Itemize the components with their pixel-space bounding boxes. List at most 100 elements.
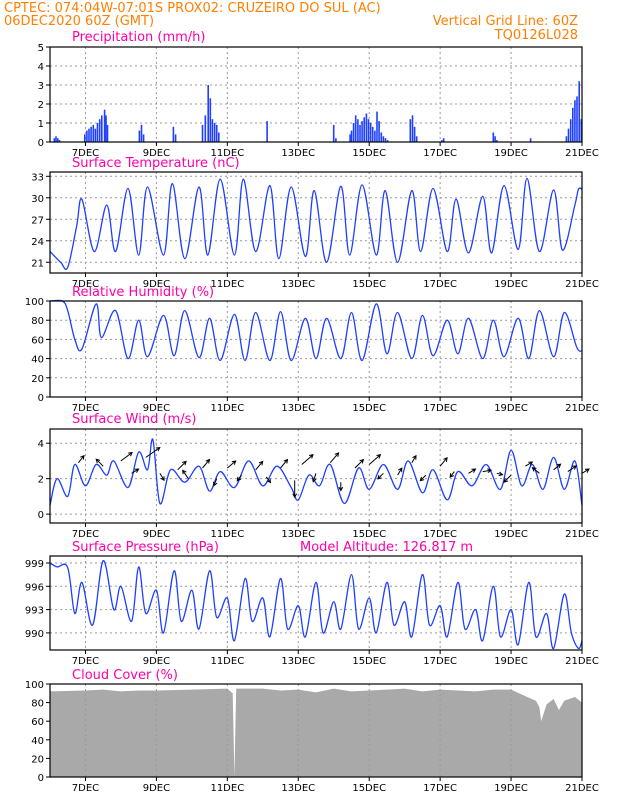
humidity-series-line — [49, 299, 583, 362]
precipitation-bar — [266, 121, 268, 142]
wind-x-tick-label: 19DEC — [494, 529, 528, 540]
header-grid-note: Vertical Grid Line: 60Z — [433, 14, 578, 29]
humidity-y-tick-label: 100 — [25, 297, 44, 308]
header-model-code: TQ0126L028 — [494, 28, 578, 43]
precipitation-y-tick-label: 2 — [38, 100, 44, 111]
wind-vector-arrow — [531, 467, 540, 474]
precipitation-title: Precipitation (mm/h) — [72, 30, 205, 45]
precipitation-bar — [94, 128, 97, 142]
humidity-y-tick-label: 60 — [31, 335, 44, 346]
precipitation-bar — [98, 119, 101, 142]
precipitation-x-tick-label: 17DEC — [423, 148, 457, 159]
wind-vector-arrow — [419, 474, 427, 482]
wind-x-tick-label: 13DEC — [281, 529, 315, 540]
pressure-y-tick-label: 999 — [25, 559, 44, 570]
precipitation-bar — [367, 119, 370, 142]
wind-vector-arrow — [581, 468, 590, 474]
humidity-y-tick-label: 80 — [31, 316, 44, 327]
precipitation-x-tick-label: 11DEC — [210, 148, 244, 159]
temperature-y-tick-label: 24 — [31, 237, 44, 248]
precipitation-bar — [569, 119, 572, 142]
precipitation-x-tick-label: 19DEC — [494, 148, 528, 159]
wind-vector-arrow — [131, 468, 140, 474]
precipitation-bar — [58, 140, 61, 142]
wind-vector-arrow — [503, 474, 512, 483]
precipitation-bar — [494, 136, 496, 142]
precipitation-bar — [365, 113, 368, 142]
model-altitude-label: Model Altitude: 126.817 m — [300, 540, 473, 555]
wind-title: Surface Wind (m/s) — [72, 412, 196, 427]
wind-vector-arrow — [182, 469, 189, 479]
humidity-x-tick-label: 7DEC — [72, 403, 99, 414]
precipitation-bar — [384, 138, 387, 142]
precipitation-y-tick-label: 0 — [38, 138, 44, 149]
precipitation-bar — [211, 119, 214, 142]
humidity-x-tick-label: 15DEC — [352, 403, 386, 414]
wind-vector-arrow — [377, 472, 384, 480]
humidity-plot-frame — [49, 300, 583, 398]
cloud-cover-x-tick-label: 9DEC — [143, 783, 170, 794]
temperature-y-tick-label: 27 — [31, 215, 44, 226]
wind-vector-arrow — [567, 465, 578, 473]
humidity-x-tick-label: 17DEC — [423, 403, 457, 414]
precipitation-bar — [105, 115, 107, 142]
precipitation-panel: 0 1 2 3 4 5 7DEC 9DEC 11DEC 13DEC 15DEC 17DEC 19DEC 2… — [38, 30, 599, 159]
cloud-cover-x-tick-label: 7DEC — [72, 783, 99, 794]
precipitation-bar — [565, 136, 568, 142]
wind-vector-arrow — [449, 471, 455, 479]
precipitation-bar — [572, 107, 574, 142]
humidity-x-tick-label: 19DEC — [494, 403, 528, 414]
humidity-y-tick-label: 0 — [38, 393, 44, 404]
humidity-x-tick-label: 9DEC — [143, 403, 170, 414]
precipitation-bar — [578, 81, 580, 142]
precipitation-bar — [174, 134, 177, 142]
pressure-x-tick-label: 17DEC — [423, 656, 457, 667]
precipitation-bar — [369, 123, 372, 142]
precipitation-y-tick-label: 4 — [38, 62, 44, 73]
wind-x-tick-label: 9DEC — [143, 529, 170, 540]
cloud-cover-x-tick-label: 21DEC — [565, 783, 599, 794]
precipitation-bar — [106, 124, 109, 142]
pressure-y-tick-label: 993 — [25, 606, 44, 617]
temperature-series-line — [49, 177, 583, 271]
wind-vector-arrow — [411, 454, 417, 463]
temperature-plot-frame — [49, 171, 583, 274]
wind-y-tick-label: 2 — [38, 475, 44, 486]
temperature-x-tick-label: 17DEC — [423, 279, 457, 290]
temperature-x-tick-label: 7DEC — [72, 279, 99, 290]
cloud-cover-x-tick-label: 17DEC — [423, 783, 457, 794]
precipitation-bar — [201, 124, 204, 142]
cloud-cover-area — [50, 688, 582, 777]
humidity-plot-area — [50, 301, 582, 397]
cloud-cover-y-tick-label: 60 — [31, 717, 44, 728]
wind-y-tick-label: 0 — [38, 510, 44, 521]
pressure-plot-area — [50, 556, 582, 650]
header-init-time: 06DEC2020 60Z (GMT) — [4, 14, 154, 29]
pressure-x-tick-label: 13DEC — [281, 656, 315, 667]
precipitation-bar — [386, 140, 389, 142]
precipitation-bar — [101, 115, 103, 142]
cloud-cover-y-tick-label: 0 — [38, 773, 44, 784]
temperature-y-tick-label: 30 — [31, 194, 44, 205]
wind-vector-arrow — [338, 482, 344, 492]
precipitation-bar — [574, 100, 576, 142]
precipitation-bar — [86, 130, 88, 142]
wind-vector-arrow — [280, 458, 289, 469]
precipitation-y-tick-label: 5 — [38, 43, 44, 54]
wind-x-tick-label: 11DEC — [210, 529, 244, 540]
precipitation-bar — [138, 130, 141, 142]
wind-vector-arrow — [301, 454, 314, 465]
wind-vector-arrow — [368, 454, 382, 465]
precipitation-y-tick-label: 3 — [38, 81, 44, 92]
temperature-x-tick-label: 13DEC — [281, 279, 315, 290]
pressure-plot-frame — [49, 555, 583, 651]
cloud-cover-y-tick-label: 20 — [31, 754, 44, 765]
wind-vector-arrow — [226, 460, 237, 469]
precipitation-bar — [361, 121, 363, 142]
pressure-x-tick-label: 15DEC — [352, 656, 386, 667]
wind-vector-arrow — [354, 458, 365, 469]
precipitation-x-tick-label: 15DEC — [352, 148, 386, 159]
precipitation-bar — [55, 136, 57, 142]
pressure-x-tick-label: 21DEC — [565, 656, 599, 667]
precipitation-bar — [172, 126, 175, 142]
